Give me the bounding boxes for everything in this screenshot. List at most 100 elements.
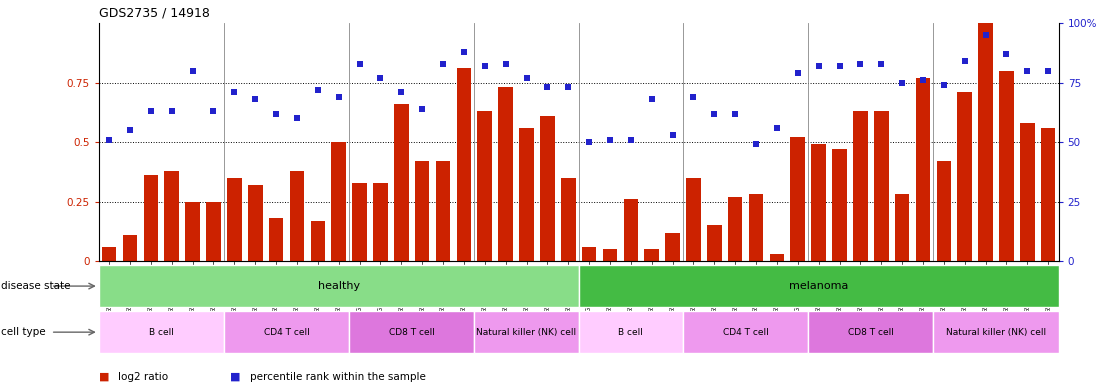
Bar (706, 225, 722, 261)
Point (268, 111, 285, 117)
Bar (937, 161, 951, 261)
Text: cell type: cell type (1, 327, 46, 337)
Bar (352, 182, 366, 261)
Bar (934, 311, 1059, 353)
Bar (144, 175, 158, 261)
Bar (581, 247, 597, 261)
Bar (498, 87, 513, 261)
Bar (979, 23, 993, 261)
Bar (102, 247, 116, 261)
Text: Natural killer (NK) cell: Natural killer (NK) cell (476, 328, 577, 337)
Bar (791, 137, 805, 261)
Bar (916, 78, 930, 261)
Text: CD4 T cell: CD4 T cell (723, 328, 769, 337)
Point (976, 32, 994, 38)
Point (184, 68, 202, 74)
Point (893, 79, 911, 86)
Bar (474, 311, 579, 353)
Bar (224, 311, 349, 353)
Bar (749, 194, 764, 261)
Bar (853, 111, 868, 261)
Bar (602, 249, 618, 261)
Point (539, 84, 556, 90)
Bar (540, 116, 555, 261)
Point (622, 137, 640, 143)
Point (1018, 68, 1036, 74)
Text: healthy: healthy (318, 281, 360, 291)
Bar (436, 161, 451, 261)
Point (705, 111, 723, 117)
Bar (1020, 123, 1034, 261)
Text: B cell: B cell (619, 328, 643, 337)
Bar (477, 111, 493, 261)
Bar (665, 233, 680, 261)
Bar (686, 178, 701, 261)
Bar (123, 235, 137, 261)
Bar (290, 170, 304, 261)
Bar (185, 202, 200, 261)
Bar (456, 68, 472, 261)
Point (830, 63, 848, 69)
Point (580, 139, 598, 145)
Point (289, 115, 306, 121)
Bar (958, 92, 972, 261)
Point (393, 89, 410, 95)
Text: disease state: disease state (1, 281, 70, 291)
Point (476, 63, 494, 69)
Bar (349, 311, 474, 353)
Text: CD4 T cell: CD4 T cell (263, 328, 309, 337)
Point (163, 108, 181, 114)
Point (997, 51, 1015, 57)
Text: melanoma: melanoma (789, 281, 848, 291)
Text: CD8 T cell: CD8 T cell (848, 328, 894, 337)
Text: ■: ■ (230, 372, 241, 382)
Text: Natural killer (NK) cell: Natural killer (NK) cell (946, 328, 1047, 337)
Point (351, 60, 369, 66)
Bar (579, 311, 683, 353)
Point (601, 137, 619, 143)
Bar (999, 71, 1014, 261)
Bar (99, 265, 579, 307)
Bar (373, 182, 387, 261)
Point (226, 89, 244, 95)
Text: ■: ■ (99, 372, 110, 382)
Bar (331, 142, 346, 261)
Point (247, 96, 264, 102)
Point (414, 106, 431, 112)
Point (372, 75, 389, 81)
Bar (833, 149, 847, 261)
Bar (728, 197, 743, 261)
Point (518, 75, 535, 81)
Point (455, 48, 473, 55)
Point (955, 58, 973, 64)
Point (497, 60, 514, 66)
Point (872, 60, 890, 66)
Bar (206, 202, 220, 261)
Bar (561, 178, 576, 261)
Bar (623, 199, 638, 261)
Bar (99, 311, 224, 353)
Bar (394, 104, 408, 261)
Point (664, 132, 681, 138)
Point (685, 94, 702, 100)
Bar (895, 194, 909, 261)
Point (101, 137, 118, 143)
Point (768, 125, 785, 131)
Point (434, 60, 452, 66)
Point (330, 94, 348, 100)
Point (1039, 68, 1056, 74)
Point (935, 82, 952, 88)
Text: B cell: B cell (149, 328, 173, 337)
Point (143, 108, 160, 114)
Point (810, 63, 827, 69)
Point (205, 108, 223, 114)
Point (747, 141, 765, 147)
Point (914, 77, 931, 83)
Text: percentile rank within the sample: percentile rank within the sample (250, 372, 426, 382)
Point (559, 84, 577, 90)
Bar (310, 221, 325, 261)
Bar (812, 144, 826, 261)
Text: log2 ratio: log2 ratio (118, 372, 169, 382)
Bar (415, 161, 429, 261)
Bar (874, 111, 889, 261)
